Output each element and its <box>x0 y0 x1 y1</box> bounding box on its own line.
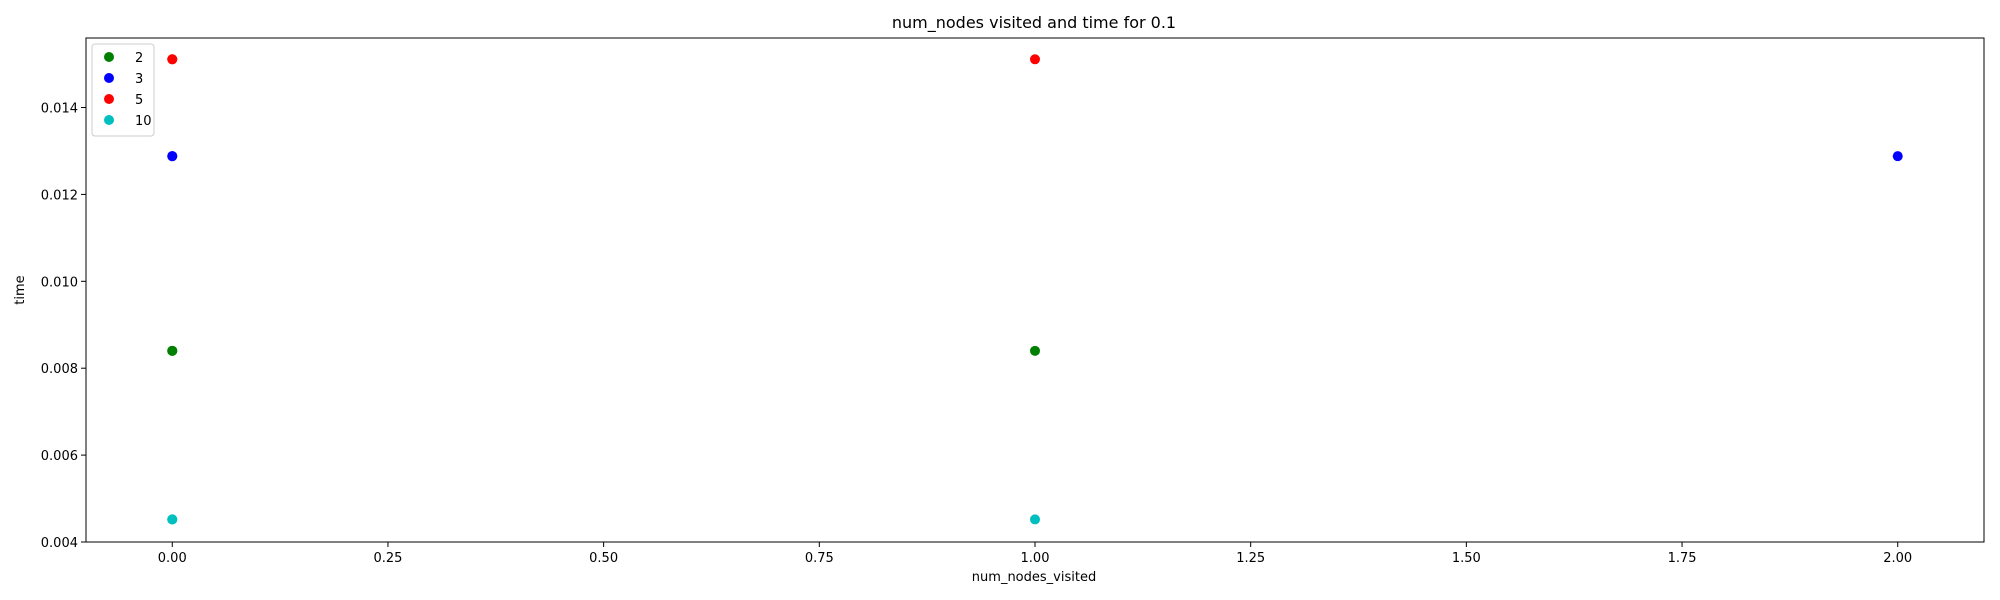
y-axis-label: time <box>13 275 28 304</box>
x-tick-label: 0.75 <box>805 551 834 566</box>
data-point-series-10 <box>167 514 178 525</box>
legend-marker-2 <box>104 52 114 62</box>
chart-title: num_nodes visited and time for 0.1 <box>892 13 1176 33</box>
x-tick-label: 1.50 <box>1452 551 1481 566</box>
y-tick-label: 0.012 <box>41 188 78 203</box>
x-tick-label: 0.00 <box>158 551 187 566</box>
legend-label-3: 3 <box>135 72 143 87</box>
x-tick-label: 1.75 <box>1668 551 1697 566</box>
data-point-series-5 <box>1030 54 1040 65</box>
y-tick-label: 0.004 <box>41 536 78 551</box>
x-tick-label: 1.25 <box>1236 551 1265 566</box>
data-point-series-10 <box>1030 514 1040 525</box>
data-point-series-3 <box>1892 151 1903 162</box>
y-tick-label: 0.006 <box>41 449 78 464</box>
legend-marker-5 <box>104 94 114 104</box>
x-tick-label: 0.50 <box>589 551 618 566</box>
plot-area <box>167 54 1903 525</box>
legend-label-2: 2 <box>135 51 143 66</box>
legend-marker-3 <box>104 73 114 83</box>
y-tick-label: 0.010 <box>41 275 78 290</box>
legend-box <box>91 43 155 137</box>
x-axis-label: num_nodes_visited <box>972 570 1096 585</box>
legend-marker-10 <box>104 115 114 125</box>
data-point-series-5 <box>167 54 178 65</box>
legend: 2 3 5 10 <box>91 43 155 137</box>
data-point-series-2 <box>167 345 178 356</box>
legend-label-10: 10 <box>135 114 152 129</box>
x-tick-label: 1.00 <box>1021 551 1050 566</box>
x-tick-label: 0.25 <box>373 551 402 566</box>
legend-label-5: 5 <box>135 93 143 108</box>
data-point-series-3 <box>167 151 178 162</box>
data-point-series-2 <box>1030 345 1040 356</box>
x-tick-label: 2.00 <box>1883 551 1912 566</box>
y-tick-label: 0.014 <box>41 102 78 117</box>
y-axis: 0.004 0.006 0.008 0.010 0.012 0.014 <box>41 102 86 551</box>
y-tick-label: 0.008 <box>41 362 78 377</box>
x-axis: 0.00 0.25 0.50 0.75 1.00 1.25 1.50 1.75 2.00 <box>158 542 1912 566</box>
plot-frame <box>85 37 1985 543</box>
